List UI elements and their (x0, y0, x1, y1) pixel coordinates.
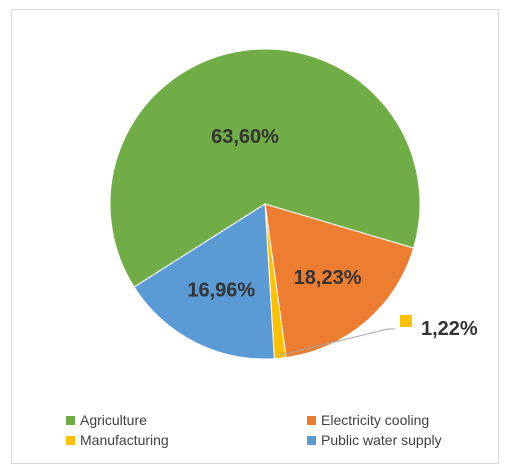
legend-item-electricity-cooling: Electricity cooling (307, 412, 429, 428)
leader-line-manufacturing (279, 328, 395, 356)
data-label-agriculture: 63,60% (211, 126, 279, 148)
legend-label-public-water-supply: Public water supply (321, 432, 442, 448)
legend-label-manufacturing: Manufacturing (80, 432, 169, 448)
pie-slice-agriculture (109, 48, 421, 288)
data-label-electricity-cooling: 18,23% (294, 267, 362, 289)
legend-swatch-agriculture (66, 415, 75, 425)
legend-swatch-electricity-cooling (307, 415, 316, 425)
legend-item-agriculture: Agriculture (66, 412, 147, 428)
data-label-public-water-supply: 16,96% (187, 280, 255, 302)
pie-slice-public-water-supply (133, 203, 275, 360)
legend-item-manufacturing: Manufacturing (66, 432, 169, 448)
legend-label-electricity-cooling: Electricity cooling (321, 412, 430, 428)
legend-label-agriculture: Agriculture (80, 412, 147, 428)
data-label-manufacturing: 1,22% (421, 318, 478, 340)
legend-swatch-manufacturing (66, 435, 75, 445)
pie-slice-electricity-cooling (264, 203, 415, 359)
legend-item-public-water-supply: Public water supply (307, 432, 442, 448)
legend-swatch-public-water-supply (307, 435, 316, 445)
data-label-swatch-manufacturing (400, 315, 412, 327)
